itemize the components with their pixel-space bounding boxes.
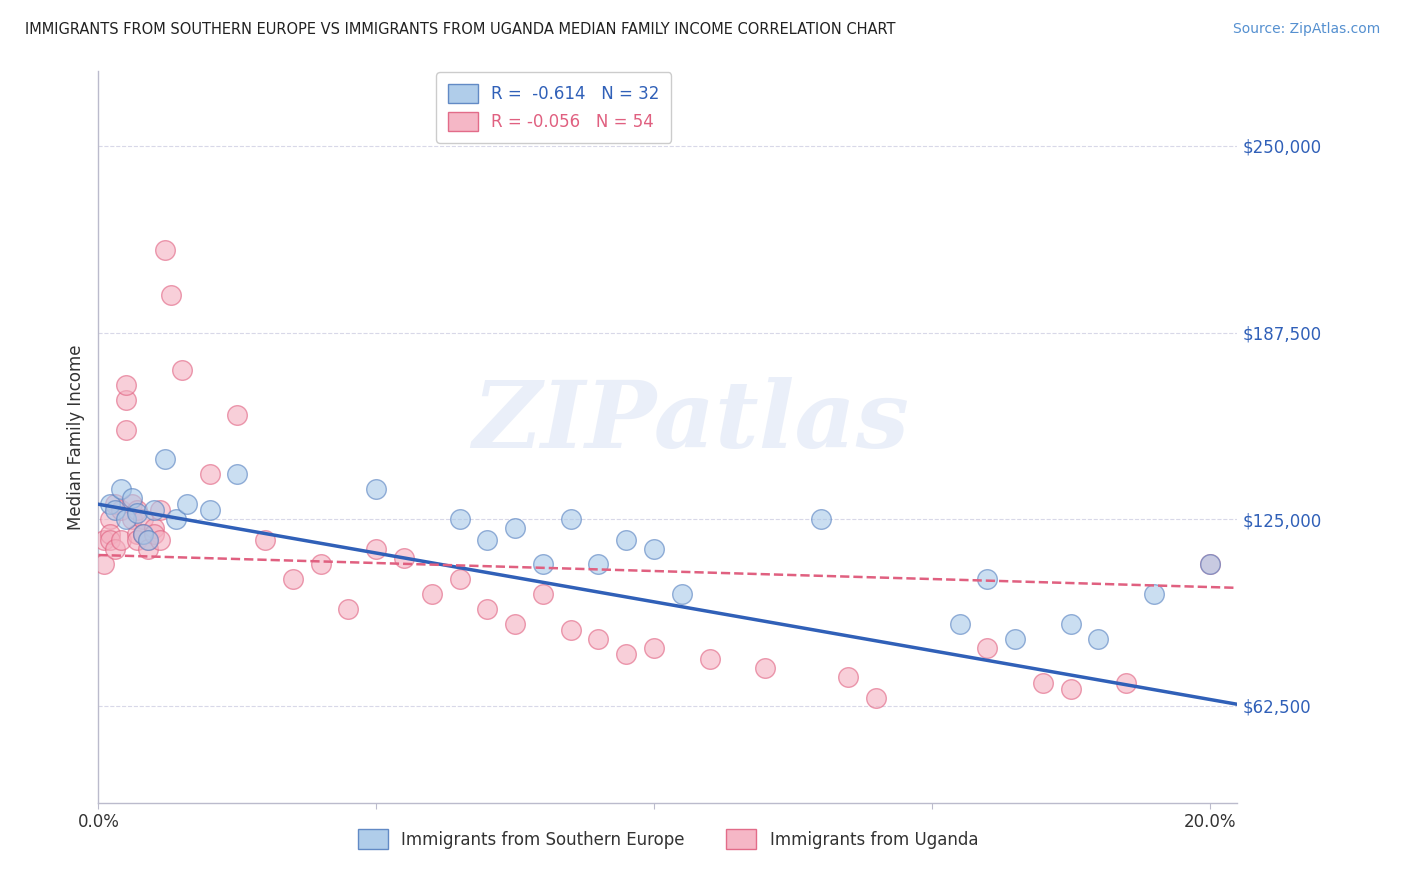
Point bbox=[153, 244, 176, 258]
Point bbox=[366, 542, 388, 557]
Point bbox=[1198, 557, 1220, 571]
Point bbox=[392, 551, 415, 566]
Point bbox=[104, 542, 127, 557]
Point bbox=[104, 497, 127, 511]
Point bbox=[309, 557, 332, 571]
Point bbox=[127, 506, 149, 520]
Point bbox=[449, 512, 471, 526]
Point bbox=[254, 533, 277, 547]
Point bbox=[865, 691, 887, 706]
Point bbox=[560, 623, 582, 637]
Point bbox=[104, 503, 127, 517]
Point bbox=[121, 491, 143, 506]
Point bbox=[98, 512, 121, 526]
Point bbox=[1115, 676, 1137, 690]
Point bbox=[1059, 616, 1081, 631]
Point bbox=[1032, 676, 1054, 690]
Point bbox=[143, 521, 166, 535]
Point bbox=[420, 587, 443, 601]
Point bbox=[1087, 632, 1109, 646]
Point bbox=[110, 483, 132, 497]
Point bbox=[337, 601, 360, 615]
Point bbox=[588, 557, 610, 571]
Point bbox=[127, 527, 149, 541]
Point bbox=[148, 533, 170, 547]
Point bbox=[281, 572, 304, 586]
Point bbox=[121, 512, 143, 526]
Point bbox=[153, 452, 176, 467]
Point bbox=[198, 503, 221, 517]
Point bbox=[110, 503, 132, 517]
Point bbox=[588, 632, 610, 646]
Point bbox=[176, 497, 198, 511]
Y-axis label: Median Family Income: Median Family Income bbox=[66, 344, 84, 530]
Point bbox=[643, 640, 665, 655]
Point bbox=[138, 542, 160, 557]
Point bbox=[165, 512, 187, 526]
Point bbox=[132, 527, 155, 541]
Point bbox=[976, 640, 998, 655]
Point bbox=[132, 512, 155, 526]
Point bbox=[531, 557, 554, 571]
Point bbox=[132, 527, 155, 541]
Point bbox=[671, 587, 693, 601]
Point bbox=[614, 533, 637, 547]
Point bbox=[93, 533, 115, 547]
Point bbox=[699, 652, 721, 666]
Point bbox=[115, 377, 138, 392]
Point bbox=[127, 503, 149, 517]
Point bbox=[115, 423, 138, 437]
Point bbox=[226, 467, 249, 482]
Point bbox=[477, 601, 499, 615]
Point bbox=[948, 616, 970, 631]
Point bbox=[138, 533, 160, 547]
Point bbox=[1004, 632, 1026, 646]
Point bbox=[198, 467, 221, 482]
Point bbox=[115, 392, 138, 407]
Point bbox=[226, 408, 249, 422]
Point bbox=[121, 497, 143, 511]
Point bbox=[98, 497, 121, 511]
Point bbox=[170, 363, 193, 377]
Point bbox=[98, 533, 121, 547]
Point bbox=[754, 661, 776, 675]
Point bbox=[477, 533, 499, 547]
Legend: Immigrants from Southern Europe, Immigrants from Uganda: Immigrants from Southern Europe, Immigra… bbox=[346, 818, 990, 860]
Point bbox=[115, 512, 138, 526]
Text: Source: ZipAtlas.com: Source: ZipAtlas.com bbox=[1233, 22, 1381, 37]
Point bbox=[837, 670, 859, 684]
Point bbox=[148, 503, 170, 517]
Point bbox=[93, 557, 115, 571]
Text: IMMIGRANTS FROM SOUTHERN EUROPE VS IMMIGRANTS FROM UGANDA MEDIAN FAMILY INCOME C: IMMIGRANTS FROM SOUTHERN EUROPE VS IMMIG… bbox=[25, 22, 896, 37]
Point bbox=[449, 572, 471, 586]
Point bbox=[143, 503, 166, 517]
Point bbox=[1198, 557, 1220, 571]
Point bbox=[138, 533, 160, 547]
Point bbox=[143, 527, 166, 541]
Point bbox=[159, 288, 181, 302]
Point bbox=[98, 527, 121, 541]
Point bbox=[110, 533, 132, 547]
Point bbox=[503, 521, 526, 535]
Point bbox=[560, 512, 582, 526]
Point bbox=[810, 512, 832, 526]
Point bbox=[614, 647, 637, 661]
Point bbox=[976, 572, 998, 586]
Point bbox=[1059, 682, 1081, 697]
Text: ZIPatlas: ZIPatlas bbox=[472, 377, 910, 467]
Point bbox=[531, 587, 554, 601]
Point bbox=[643, 542, 665, 557]
Point bbox=[127, 533, 149, 547]
Point bbox=[1143, 587, 1166, 601]
Point bbox=[503, 616, 526, 631]
Point bbox=[366, 483, 388, 497]
